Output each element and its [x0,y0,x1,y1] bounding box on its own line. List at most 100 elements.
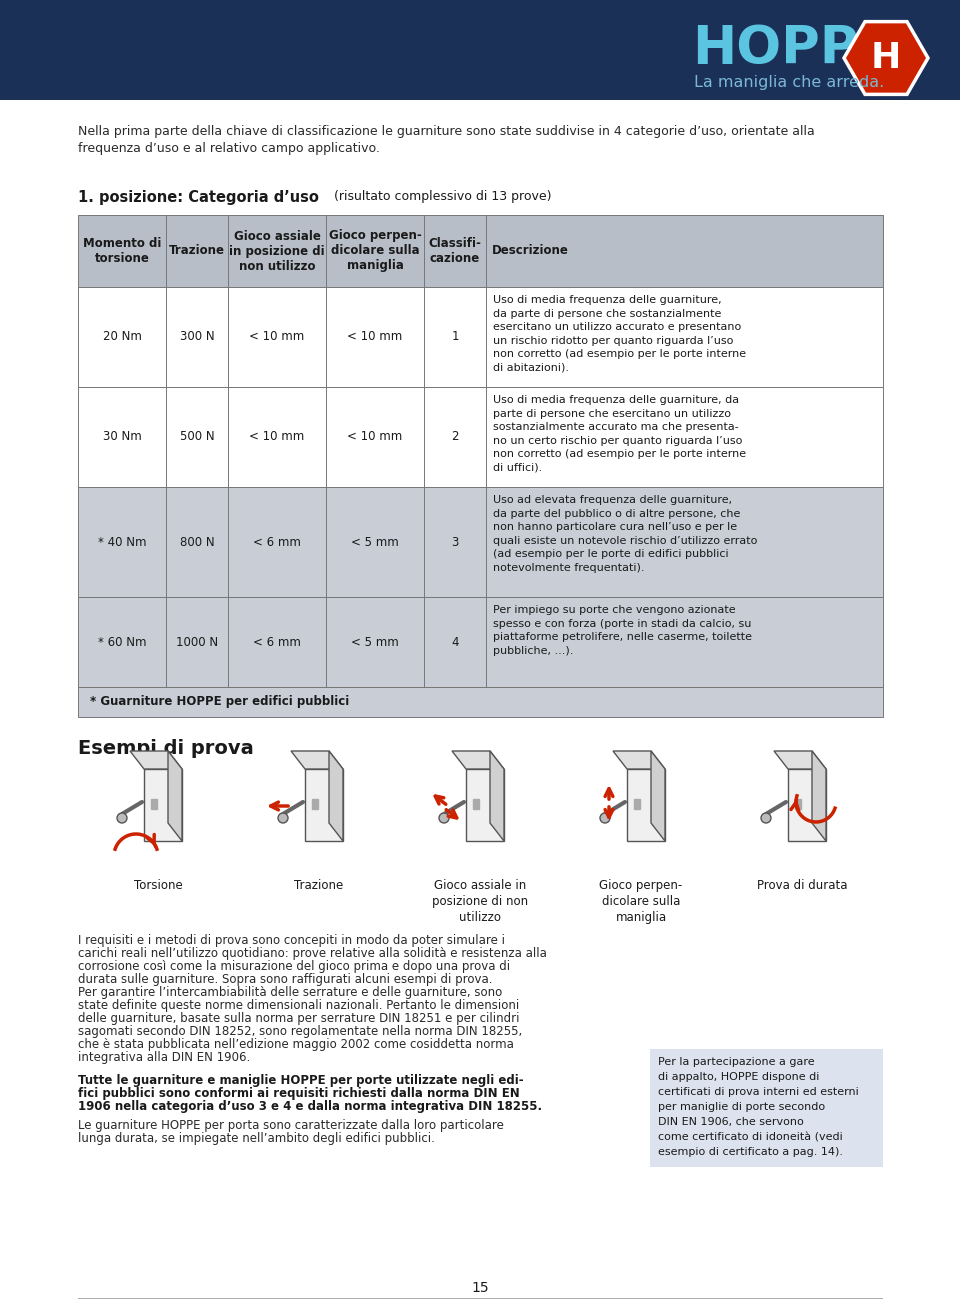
Text: H: H [871,41,901,75]
Text: Descrizione: Descrizione [492,244,569,257]
Text: carichi reali nell’utilizzo quotidiano: prove relative alla solidità e resistenz: carichi reali nell’utilizzo quotidiano: … [78,947,547,960]
Text: 500 N: 500 N [180,431,214,444]
Text: La maniglia che arreda.: La maniglia che arreda. [694,75,884,91]
Polygon shape [795,800,801,809]
Text: < 6 mm: < 6 mm [253,536,300,549]
Text: esempio di certificato a pag. 14).: esempio di certificato a pag. 14). [658,1148,843,1157]
Text: 4: 4 [451,635,459,649]
Polygon shape [844,21,928,95]
Text: Esempi di prova: Esempi di prova [78,739,253,758]
Circle shape [761,813,771,823]
Text: durata sulle guarniture. Sopra sono raffigurati alcuni esempi di prova.: durata sulle guarniture. Sopra sono raff… [78,973,492,986]
Circle shape [439,813,449,823]
Text: < 10 mm: < 10 mm [348,431,402,444]
Bar [788,769,826,842]
Text: < 5 mm: < 5 mm [351,635,398,649]
Text: integrativa alla DIN EN 1906.: integrativa alla DIN EN 1906. [78,1050,251,1064]
Text: Gioco perpen-
dicolare sulla
maniglia: Gioco perpen- dicolare sulla maniglia [328,230,421,273]
Text: 3: 3 [451,536,459,549]
Polygon shape [774,751,826,769]
Text: Gioco perpen-
dicolare sulla
maniglia: Gioco perpen- dicolare sulla maniglia [599,878,683,924]
Polygon shape [130,751,182,769]
Text: corrosione così come la misurazione del gioco prima e dopo una prova di: corrosione così come la misurazione del … [78,960,510,973]
Text: state definite queste norme dimensionali nazionali. Pertanto le dimensioni: state definite queste norme dimensionali… [78,999,519,1012]
Text: < 6 mm: < 6 mm [253,635,300,649]
Circle shape [117,813,127,823]
Text: Gioco assiale
in posizione di
non utilizzo: Gioco assiale in posizione di non utiliz… [229,230,324,273]
Polygon shape [151,800,157,809]
Text: * 60 Nm: * 60 Nm [98,635,146,649]
Text: che è stata pubblicata nell’edizione maggio 2002 come cosiddetta norma: che è stata pubblicata nell’edizione mag… [78,1039,514,1050]
Text: < 10 mm: < 10 mm [250,331,304,344]
Text: 1000 N: 1000 N [176,635,218,649]
Polygon shape [312,800,318,809]
Bar [78,487,883,597]
Bar [78,597,883,687]
Text: Torsione: Torsione [133,878,182,892]
Text: di appalto, HOPPE dispone di: di appalto, HOPPE dispone di [658,1071,820,1082]
Circle shape [278,813,288,823]
Text: lunga durata, se impiegate nell’ambito degli edifici pubblici.: lunga durata, se impiegate nell’ambito d… [78,1132,435,1145]
Bar [466,769,504,842]
Text: certificati di prova interni ed esterni: certificati di prova interni ed esterni [658,1087,859,1096]
Text: Gioco assiale in
posizione di non
utilizzo: Gioco assiale in posizione di non utiliz… [432,878,528,924]
Text: (risultato complessivo di 13 prove): (risultato complessivo di 13 prove) [330,190,551,204]
Text: Per impiego su porte che vengono azionate
spesso e con forza (porte in stadi da : Per impiego su porte che vengono azionat… [493,605,752,655]
Polygon shape [452,751,504,769]
Bar [305,769,343,842]
Polygon shape [613,751,665,769]
Text: Nella prima parte della chiave di classificazione le guarniture sono state suddi: Nella prima parte della chiave di classi… [78,125,815,155]
Bar [650,1049,883,1167]
Text: ®: ® [868,24,888,42]
Text: Tutte le guarniture e maniglie HOPPE per porte utilizzate negli edi-: Tutte le guarniture e maniglie HOPPE per… [78,1074,523,1087]
Text: 1: 1 [451,331,459,344]
Text: Prova di durata: Prova di durata [756,878,848,892]
Text: per maniglie di porte secondo: per maniglie di porte secondo [658,1102,826,1112]
Text: Trazione: Trazione [295,878,344,892]
Polygon shape [168,751,182,842]
Text: 15: 15 [471,1281,489,1295]
Text: DIN EN 1906, che servono: DIN EN 1906, che servono [658,1117,804,1127]
Text: 20 Nm: 20 Nm [103,331,141,344]
Circle shape [600,813,610,823]
Text: 1. posizione: Categoria d’uso: 1. posizione: Categoria d’uso [78,190,319,205]
Polygon shape [329,751,343,842]
Polygon shape [291,751,343,769]
Polygon shape [651,751,665,842]
Text: 2: 2 [451,431,459,444]
Bar [144,769,182,842]
Text: HOPPE: HOPPE [692,24,895,75]
Bar [78,387,883,487]
Text: 1906 nella categoria d’uso 3 e 4 e dalla norma integrativa DIN 18255.: 1906 nella categoria d’uso 3 e 4 e dalla… [78,1100,542,1113]
Polygon shape [490,751,504,842]
Text: * 40 Nm: * 40 Nm [98,536,146,549]
Text: 800 N: 800 N [180,536,214,549]
Text: Uso di media frequenza delle guarniture,
da parte di persone che sostanzialmente: Uso di media frequenza delle guarniture,… [493,295,746,373]
Polygon shape [473,800,479,809]
Text: Momento di
torsione: Momento di torsione [83,238,161,265]
Text: 30 Nm: 30 Nm [103,431,141,444]
Polygon shape [634,800,640,809]
Text: * Guarniture HOPPE per edifici pubblici: * Guarniture HOPPE per edifici pubblici [90,696,349,709]
Text: Trazione: Trazione [169,244,225,257]
Text: < 5 mm: < 5 mm [351,536,398,549]
Bar [0,0,960,100]
Text: I requisiti e i metodi di prova sono concepiti in modo da poter simulare i: I requisiti e i metodi di prova sono con… [78,934,505,947]
Text: delle guarniture, basate sulla norma per serrature DIN 18251 e per cilindri: delle guarniture, basate sulla norma per… [78,1012,519,1025]
Text: Uso ad elevata frequenza delle guarniture,
da parte del pubblico o di altre pers: Uso ad elevata frequenza delle guarnitur… [493,495,757,572]
Bar [78,288,883,387]
Text: fici pubblici sono conformi ai requisiti richiesti dalla norma DIN EN: fici pubblici sono conformi ai requisiti… [78,1087,519,1100]
Text: Uso di media frequenza delle guarniture, da
parte di persone che esercitano un u: Uso di media frequenza delle guarniture,… [493,395,746,473]
Bar [78,687,883,717]
Text: Per garantire l’intercambiabilità delle serrature e delle guarniture, sono: Per garantire l’intercambiabilità delle … [78,986,502,999]
Bar [627,769,665,842]
Polygon shape [812,751,826,842]
Text: Le guarniture HOPPE per porta sono caratterizzate dalla loro particolare: Le guarniture HOPPE per porta sono carat… [78,1119,504,1132]
Text: 300 N: 300 N [180,331,214,344]
Text: Classifi-
cazione: Classifi- cazione [428,238,481,265]
Bar [78,215,883,288]
Text: come certificato di idoneità (vedi: come certificato di idoneità (vedi [658,1132,843,1142]
Text: sagomati secondo DIN 18252, sono regolamentate nella norma DIN 18255,: sagomati secondo DIN 18252, sono regolam… [78,1025,522,1039]
Text: Per la partecipazione a gare: Per la partecipazione a gare [658,1057,815,1067]
Text: < 10 mm: < 10 mm [348,331,402,344]
